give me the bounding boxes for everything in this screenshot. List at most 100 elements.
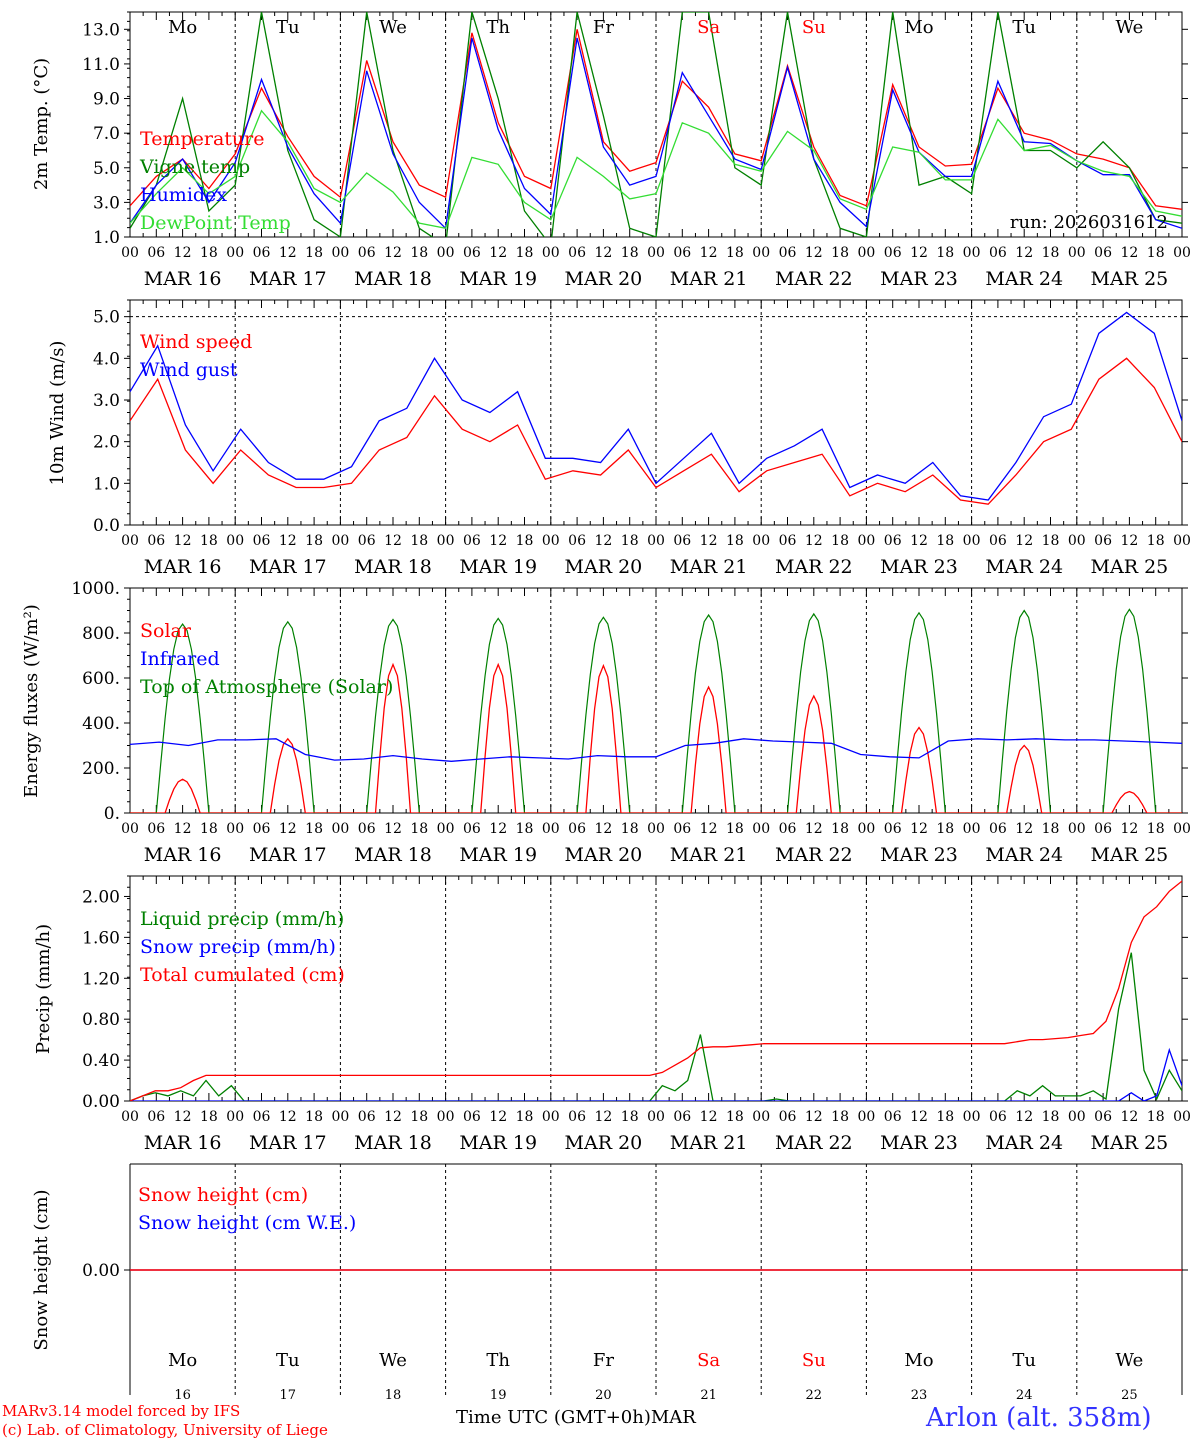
wind-series-red (130, 357, 1182, 505)
temp-legend-item: Humidex (140, 184, 227, 206)
precip-date-label: MAR 25 (1091, 1132, 1169, 1154)
wind-date-label: MAR 20 (565, 556, 643, 578)
wind-hour-label: 00 (437, 533, 455, 549)
copyright-label: (c) Lab. of Climatology, University of L… (2, 1421, 328, 1439)
energy-y-tick-label: 800. (82, 624, 120, 644)
precip-hour-label: 12 (910, 1109, 928, 1125)
temp-hour-label: 12 (594, 245, 612, 261)
wind-date-label: MAR 25 (1091, 556, 1169, 578)
energy-hour-label: 00 (857, 821, 875, 837)
precip-hour-label: 12 (594, 1109, 612, 1125)
snow-day-name: Th (486, 1350, 510, 1371)
precip-date-label: MAR 21 (670, 1132, 748, 1154)
wind-plot-border (129, 299, 1183, 526)
temp-day-name: Fr (593, 17, 614, 38)
energy-date-label: MAR 22 (775, 844, 853, 866)
snow-day-number: 17 (280, 1388, 297, 1403)
energy-date-label: MAR 18 (354, 844, 432, 866)
wind-y-tick-label: 5.0 (93, 308, 120, 328)
wind-hour-label: 00 (963, 533, 981, 549)
temp-y-tick-label: 13.0 (82, 20, 120, 40)
x-axis-title: Time UTC (GMT+0h)MAR (456, 1407, 696, 1428)
temp-day-name: Tu (276, 17, 300, 38)
wind-date-label: MAR 19 (459, 556, 537, 578)
energy-hour-label: 18 (305, 821, 323, 837)
temp-hour-label: 00 (121, 245, 139, 261)
wind-hour-label: 06 (673, 533, 691, 549)
wind-hour-label: 00 (752, 533, 770, 549)
snow-y-axis-label: Snow height (cm) (31, 1189, 52, 1350)
wind-hour-label: 12 (279, 533, 297, 549)
precip-y-axis-label: Precip (mm/h) (33, 924, 54, 1054)
wind-hour-label: 18 (621, 533, 639, 549)
energy-hour-label: 12 (594, 821, 612, 837)
energy-date-label: MAR 17 (249, 844, 327, 866)
wind-series-blue (130, 311, 1182, 501)
temp-date-label: MAR 16 (144, 268, 222, 290)
temp-series-green (130, 12, 1182, 237)
temp-y-tick-label: 5.0 (93, 159, 120, 179)
precip-hour-label: 18 (200, 1109, 218, 1125)
energy-date-label: MAR 21 (670, 844, 748, 866)
wind-hour-label: 18 (831, 533, 849, 549)
wind-hour-label: 12 (594, 533, 612, 549)
snow-day-name: Su (802, 1350, 826, 1371)
precip-y-tick-label: 2.00 (82, 887, 120, 907)
temp-series-blue (130, 37, 1182, 230)
wind-hour-label: 06 (253, 533, 271, 549)
wind-hour-label: 00 (857, 533, 875, 549)
energy-series-toa (130, 608, 1182, 813)
precip-legend-item: Total cumulated (cm) (140, 964, 345, 986)
temp-date-label: MAR 22 (775, 268, 853, 290)
wind-hour-label: 12 (805, 533, 823, 549)
wind-hour-label: 18 (200, 533, 218, 549)
energy-hour-label: 06 (884, 821, 902, 837)
temp-date-label: MAR 17 (249, 268, 327, 290)
energy-hour-label: 12 (384, 821, 402, 837)
precip-hour-label: 12 (489, 1109, 507, 1125)
precip-date-label: MAR 19 (459, 1132, 537, 1154)
energy-date-label: MAR 20 (565, 844, 643, 866)
x-axis-title-text: Time UTC (GMT+0h) (456, 1407, 651, 1428)
energy-hour-label: 00 (752, 821, 770, 837)
precip-y-tick-label: 1.60 (82, 928, 120, 948)
temp-hour-label: 18 (621, 245, 639, 261)
wind-y-tick-label: 3.0 (93, 391, 120, 411)
temp-hour-label: 06 (253, 245, 271, 261)
precip-hour-label: 06 (779, 1109, 797, 1125)
precip-hour-label: 00 (121, 1109, 139, 1125)
precip-hour-label: 00 (647, 1109, 665, 1125)
precip-series-red (130, 880, 1182, 1101)
energy-y-tick-label: 0. (104, 804, 120, 824)
energy-date-label: MAR 25 (1091, 844, 1169, 866)
temp-hour-label: 12 (700, 245, 718, 261)
snow-day-name: Sa (697, 1350, 720, 1371)
snow-day-name: We (1116, 1350, 1144, 1371)
snow-day-number: 18 (385, 1388, 402, 1403)
temp-hour-label: 00 (1173, 245, 1191, 261)
wind-legend-item: Wind gust (140, 359, 238, 381)
temp-date-label: MAR 20 (565, 268, 643, 290)
wind-hour-label: 12 (174, 533, 192, 549)
energy-hour-label: 18 (1147, 821, 1165, 837)
wind-y-tick-label: 0.0 (93, 516, 120, 536)
precip-date-label: MAR 18 (354, 1132, 432, 1154)
energy-hour-label: 12 (910, 821, 928, 837)
energy-hour-label: 06 (989, 821, 1007, 837)
precip-hour-label: 00 (1173, 1109, 1191, 1125)
energy-hour-label: 06 (147, 821, 165, 837)
energy-legend-item: Infrared (140, 648, 220, 670)
wind-hour-label: 06 (568, 533, 586, 549)
precip-hour-label: 00 (226, 1109, 244, 1125)
temp-y-tick-label: 7.0 (93, 124, 120, 144)
energy-hour-label: 06 (358, 821, 376, 837)
temp-y-axis-label: 2m Temp. (°C) (31, 58, 52, 190)
temp-hour-label: 00 (437, 245, 455, 261)
wind-hour-label: 00 (1068, 533, 1086, 549)
temp-hour-label: 06 (463, 245, 481, 261)
precip-hour-label: 18 (936, 1109, 954, 1125)
wind-hour-label: 00 (226, 533, 244, 549)
precip-hour-label: 00 (1068, 1109, 1086, 1125)
wind-y-axis-label: 10m Wind (m/s) (47, 341, 68, 486)
temp-hour-label: 06 (358, 245, 376, 261)
